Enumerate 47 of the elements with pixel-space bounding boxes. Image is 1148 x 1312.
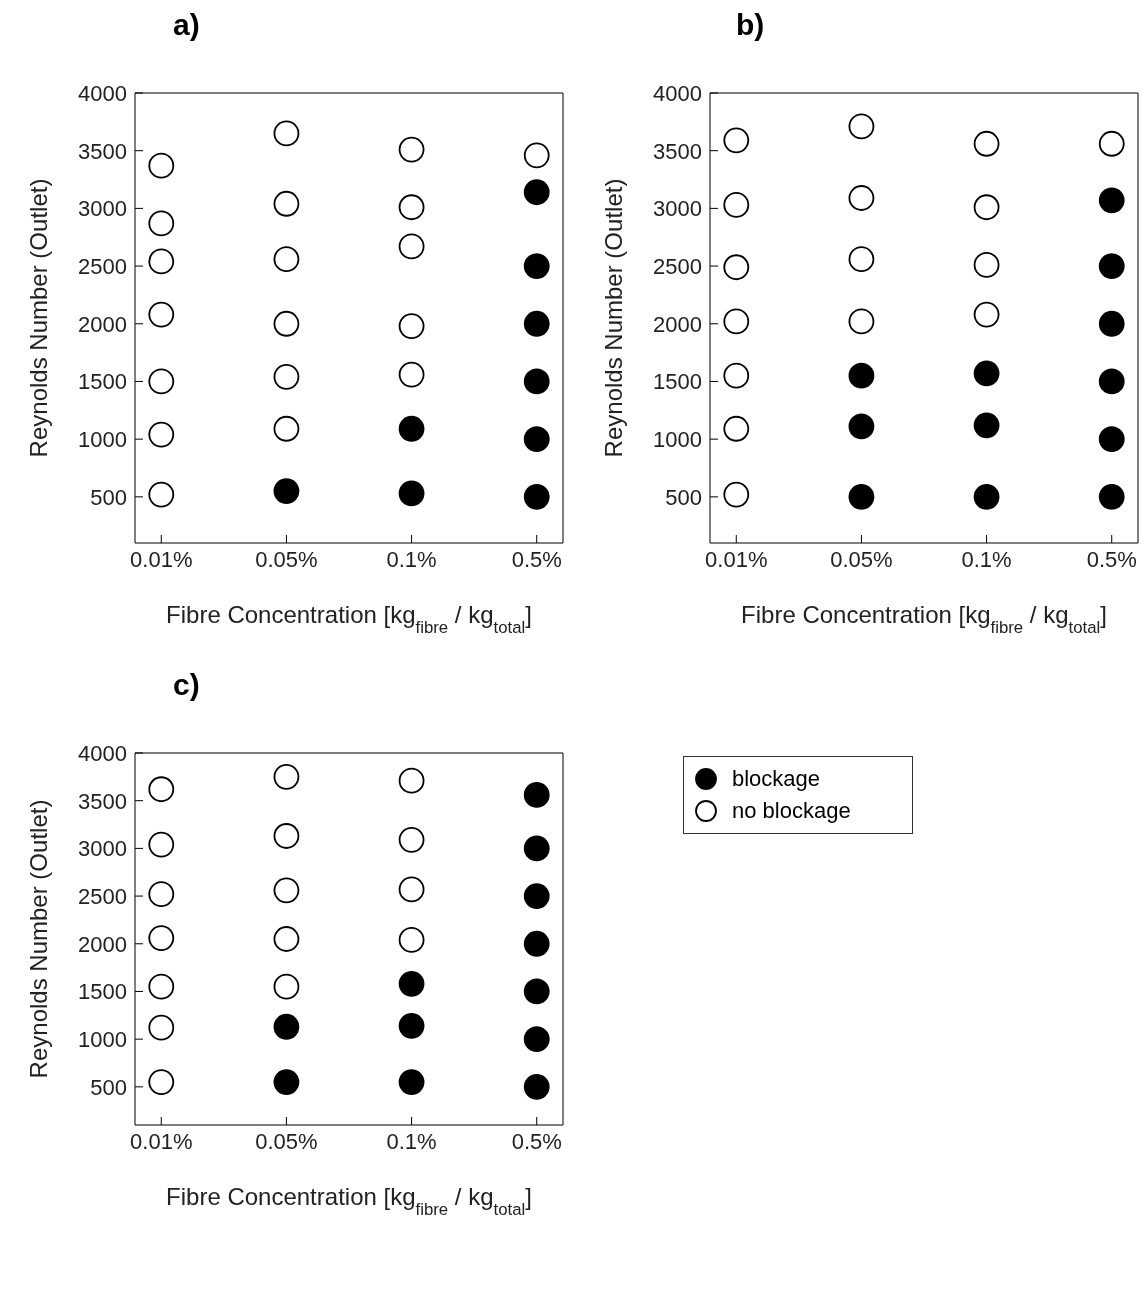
y-axis-title: Reynolds Number (Outlet) [24, 799, 52, 1079]
x-tick-label: 0.01% [705, 546, 768, 572]
y-tick-label: 1500 [78, 369, 127, 395]
y-tick-label: 1000 [653, 426, 702, 452]
x-tick-label: 0.1% [386, 1128, 437, 1154]
x-tick-label: 0.5% [1086, 546, 1137, 572]
x-tick-label: 0.01% [130, 546, 193, 572]
y-tick-label: 4000 [653, 80, 702, 106]
y-tick-label: 4000 [78, 740, 127, 766]
y-tick-label: 3000 [78, 836, 127, 862]
chart-title: c) [173, 668, 200, 702]
x-axis-title: Fibre Concentration [kg$_{fibre}$ / kg$_{total}$] [741, 601, 1107, 637]
x-axis-title: Fibre Concentration [kg$_{fibre}$ / kg$_{total}$] [166, 1183, 532, 1219]
y-tick-label: 2000 [78, 931, 127, 957]
x-tick-label: 0.01% [130, 1128, 193, 1154]
x-tick-label: 0.05% [255, 546, 318, 572]
x-tick-label: 0.05% [255, 1128, 318, 1154]
y-tick-label: 3500 [78, 138, 127, 164]
y-tick-label: 2500 [78, 883, 127, 909]
y-tick-label: 4000 [78, 80, 127, 106]
y-tick-label: 2000 [78, 311, 127, 337]
y-tick-label: 2500 [653, 253, 702, 279]
x-axis-title: Fibre Concentration [kg$_{fibre}$ / kg$_{total}$] [166, 601, 532, 637]
y-tick-label: 3500 [653, 138, 702, 164]
y-tick-label: 2000 [653, 311, 702, 337]
y-tick-label: 500 [90, 1074, 127, 1100]
x-tick-label: 0.5% [511, 1128, 562, 1154]
y-tick-label: 500 [90, 484, 127, 510]
y-tick-label: 1500 [653, 369, 702, 395]
x-tick-label: 0.05% [830, 546, 893, 572]
y-axis-title: Reynolds Number (Outlet) [599, 178, 627, 458]
x-tick-label: 0.1% [961, 546, 1012, 572]
y-tick-label: 3000 [653, 196, 702, 222]
y-tick-label: 500 [665, 484, 702, 510]
chart-title: b) [736, 8, 765, 42]
y-tick-label: 1500 [78, 979, 127, 1005]
x-tick-label: 0.5% [511, 546, 562, 572]
y-tick-label: 2500 [78, 253, 127, 279]
y-tick-label: 1000 [78, 1026, 127, 1052]
y-axis-title: Reynolds Number (Outlet) [24, 178, 52, 458]
legend-label: no blockage [732, 798, 851, 824]
y-tick-label: 1000 [78, 426, 127, 452]
y-tick-label: 3000 [78, 196, 127, 222]
y-tick-label: 3500 [78, 788, 127, 814]
legend-label: blockage [732, 766, 821, 792]
chart-title: a) [173, 8, 200, 42]
x-tick-label: 0.1% [386, 546, 437, 572]
